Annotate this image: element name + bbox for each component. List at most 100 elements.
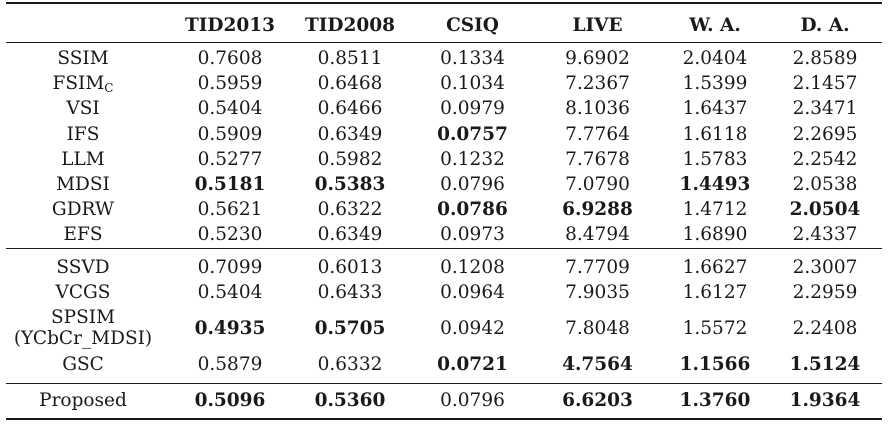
table-row: MDSI 0.5181 0.5383 0.0796 7.0790 1.4493 2.0538 [0, 172, 889, 198]
value-cell: 1.9364 [789, 390, 861, 411]
value-cell: 0.5909 [197, 123, 263, 145]
value-cell: 0.0786 [437, 199, 508, 221]
method-name: LLM [61, 148, 105, 170]
value-cell: 0.6322 [317, 199, 383, 221]
method-name-cell: GDRW [6, 197, 160, 223]
value-cell: 2.3471 [792, 98, 858, 120]
value-cell: 0.7099 [197, 257, 263, 278]
value-cell: 2.0538 [792, 174, 858, 195]
value-cell: 4.7564 [562, 354, 633, 375]
value-cell: 1.1566 [679, 354, 751, 375]
method-name: EFS [63, 224, 103, 246]
method-name: VCGS [55, 282, 111, 303]
value-cell: 0.0757 [437, 123, 508, 145]
method-name-cell: Proposed [6, 388, 160, 414]
value-cell: 0.0979 [440, 98, 505, 120]
method-name-cell: VCGS [6, 280, 160, 306]
value-cell: 0.4935 [194, 318, 266, 339]
value-cell: 0.5181 [194, 174, 266, 195]
method-name: FSIM [52, 73, 105, 95]
table-row: SSIM 0.7608 0.8511 0.1334 9.6902 2.0404 2.8589 [0, 46, 889, 72]
value-cell: 1.4493 [679, 174, 751, 195]
method-name: SSIM [57, 48, 109, 69]
header-cell-method [6, 13, 160, 39]
value-cell: 2.4337 [792, 224, 858, 246]
value-cell: 0.5705 [314, 318, 386, 339]
value-cell: 0.5959 [197, 73, 263, 95]
value-cell: 7.8048 [565, 318, 630, 339]
value-cell: 7.2367 [565, 73, 630, 95]
value-cell: 1.6627 [682, 257, 748, 278]
value-cell: 0.0796 [440, 174, 505, 195]
value-cell: 0.5879 [197, 354, 263, 375]
proposed-rule [6, 383, 882, 384]
method-name-cell: SSVD [6, 255, 160, 281]
table-row: GDRW 0.5621 0.6322 0.0786 6.9288 1.4712 2.0504 [0, 197, 889, 223]
header-cell-wa: W. A. [689, 15, 741, 36]
value-cell: 7.7709 [565, 257, 630, 278]
value-cell: 7.7764 [565, 123, 630, 145]
value-cell: 2.0404 [682, 48, 748, 69]
header-cell-tid2013: TID2013 [185, 15, 275, 36]
value-cell: 6.9288 [562, 199, 633, 221]
value-cell: 0.5982 [317, 148, 383, 170]
value-cell: 8.1036 [565, 98, 630, 120]
value-cell: 0.5360 [314, 390, 386, 411]
value-cell: 1.6890 [682, 224, 748, 246]
value-cell: 0.5230 [197, 224, 263, 246]
method-name: IFS [66, 123, 100, 145]
value-cell: 1.3760 [679, 390, 751, 411]
value-cell: 0.8511 [317, 48, 383, 69]
value-cell: 1.5572 [682, 318, 748, 339]
method-name-cell: SPSIM (YCbCr_MDSI) [6, 305, 160, 355]
value-cell: 7.0790 [565, 174, 630, 195]
method-name-subscript: C [104, 81, 114, 96]
value-cell: 2.1457 [792, 73, 858, 95]
value-cell: 1.4712 [682, 199, 748, 221]
method-name-cell: IFS [6, 122, 160, 148]
value-cell: 0.6349 [317, 123, 383, 145]
value-cell: 2.0504 [789, 199, 861, 221]
value-cell: 0.5277 [197, 148, 263, 170]
method-name: VSI [66, 98, 100, 120]
value-cell: 1.5399 [682, 73, 748, 95]
table-row: SPSIM (YCbCr_MDSI) 0.4935 0.5705 0.0942 7.804… [0, 305, 889, 353]
value-cell: 0.1208 [440, 257, 505, 278]
value-cell: 0.5096 [194, 390, 266, 411]
top-rule [6, 2, 882, 4]
table-row: SSVD 0.7099 0.6013 0.1208 7.7709 1.6627 2.3007 [0, 255, 889, 281]
value-cell: 0.5404 [197, 282, 263, 303]
value-cell: 0.6466 [317, 98, 383, 120]
header-row: TID2013 TID2008 CSIQ LIVE W. A. D. A. [0, 13, 889, 39]
value-cell: 0.6433 [317, 282, 383, 303]
value-cell: 1.6437 [682, 98, 748, 120]
value-cell: 1.6118 [682, 123, 748, 145]
value-cell: 0.1232 [440, 148, 505, 170]
value-cell: 0.5621 [197, 199, 263, 221]
value-cell: 2.3007 [792, 257, 858, 278]
method-name-line2: (YCbCr_MDSI) [13, 328, 153, 349]
method-name: Proposed [39, 390, 127, 411]
value-cell: 0.6468 [317, 73, 383, 95]
value-cell: 2.2408 [792, 318, 858, 339]
bottom-rule [6, 418, 882, 420]
method-name: MDSI [56, 174, 110, 195]
value-cell: 2.2959 [792, 282, 858, 303]
value-cell: 1.5124 [789, 354, 861, 375]
value-cell: 0.0796 [440, 390, 505, 411]
value-cell: 1.6127 [682, 282, 748, 303]
method-name: GDRW [51, 199, 115, 221]
method-name-cell: FSIMC [6, 71, 160, 97]
header-cell-live: LIVE [572, 15, 623, 36]
table-row: FSIMC 0.5959 0.6468 0.1034 7.2367 1.5399 2.145… [0, 71, 889, 97]
header-cell-csiq: CSIQ [446, 15, 499, 36]
method-name-cell: GSC [6, 352, 160, 378]
table-row: LLM 0.5277 0.5982 0.1232 7.7678 1.5783 2.2542 [0, 147, 889, 173]
value-cell: 7.9035 [565, 282, 630, 303]
method-name-cell: EFS [6, 222, 160, 248]
table-row: GSC 0.5879 0.6332 0.0721 4.7564 1.1566 1.5124 [0, 352, 889, 378]
value-cell: 2.8589 [792, 48, 858, 69]
value-cell: 0.1334 [440, 48, 505, 69]
method-name-cell: VSI [6, 96, 160, 122]
table-row: VSI 0.5404 0.6466 0.0979 8.1036 1.6437 2.3471 [0, 96, 889, 122]
